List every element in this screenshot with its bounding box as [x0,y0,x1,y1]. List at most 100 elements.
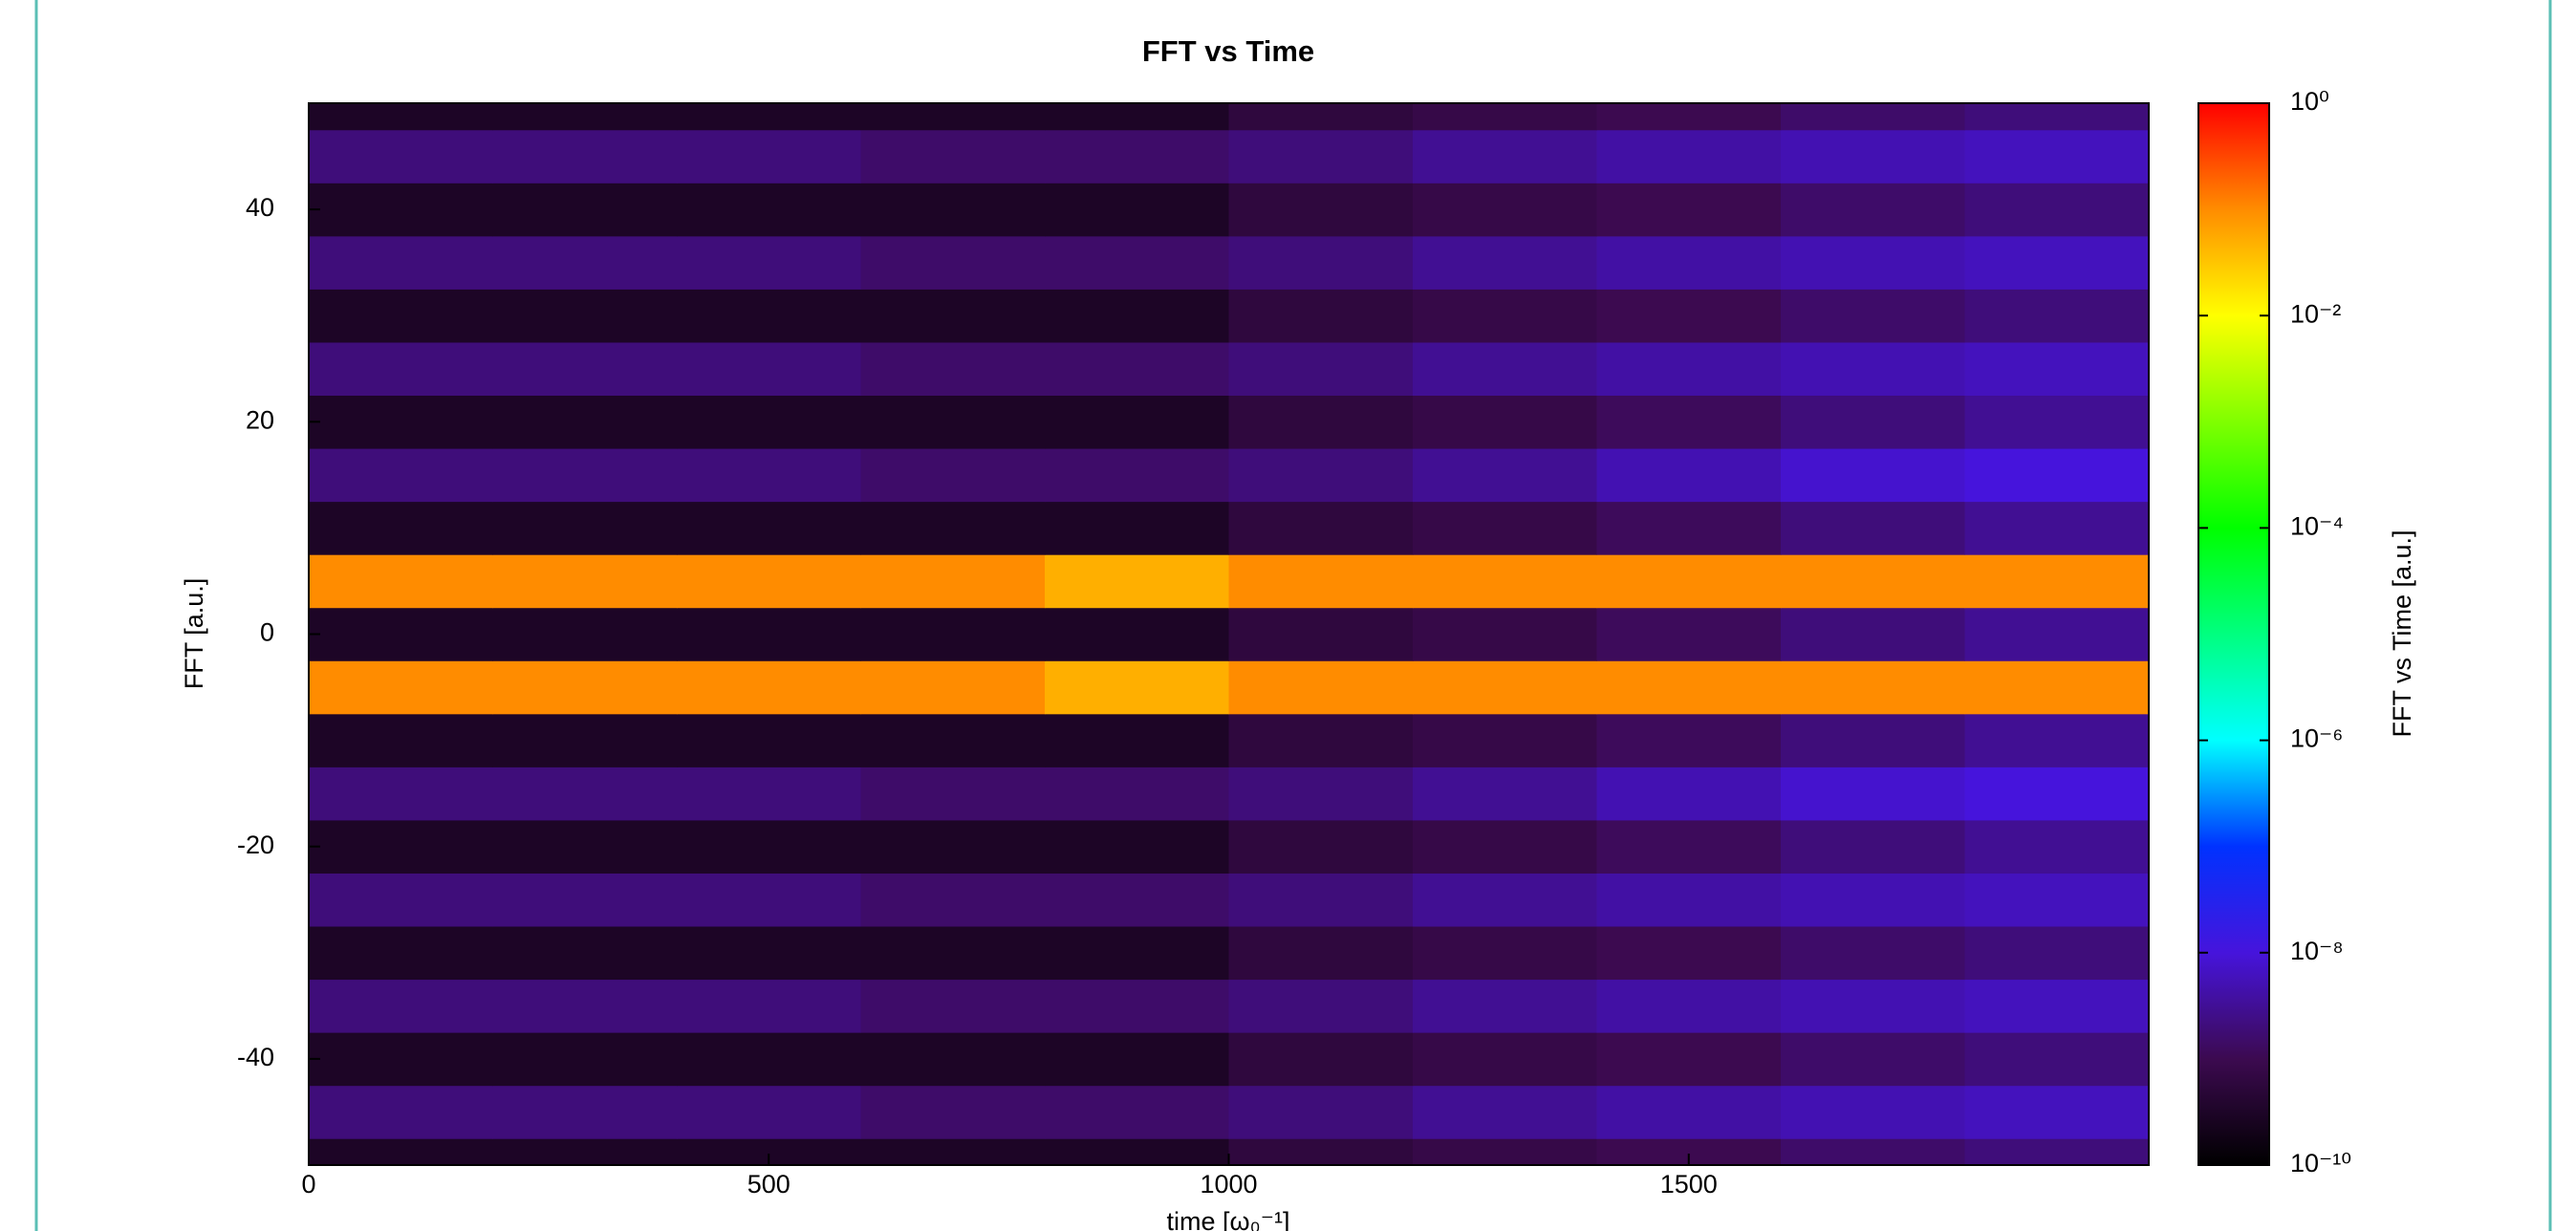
cell [1781,1085,1965,1139]
cell [1964,341,2149,397]
cell [1596,767,1782,821]
cell [1781,235,1965,290]
cell [860,554,1046,609]
cell [309,660,493,715]
cell [1045,873,1229,927]
chart-title: FFT vs Time [1142,34,1314,68]
cell [1596,1032,1782,1087]
cell [1413,1138,1597,1165]
cell [677,289,861,343]
cell [677,767,861,821]
cell [1964,819,2149,874]
cell [1596,103,1782,131]
cell [1045,235,1229,290]
cell [1964,289,2149,343]
cell [1964,235,2149,290]
y-tick-label: 40 [246,193,274,222]
cell [860,873,1046,927]
cell [1781,341,1965,397]
cell [1228,448,1414,503]
y-tick-label: 0 [260,618,274,647]
cell [860,819,1046,874]
cell [1781,289,1965,343]
cell [1596,926,1782,981]
cell [492,819,678,874]
x-axis-label: time [ω₀⁻¹] [1166,1207,1289,1231]
x-tick-label: 1000 [1200,1170,1257,1199]
colorbar-tick-label: 10⁻⁴ [2290,512,2344,541]
cell [492,183,678,237]
cell [860,926,1046,981]
cell [309,979,493,1033]
cell [1596,129,1782,184]
cell [860,341,1046,397]
cell [860,129,1046,184]
cell [1781,448,1965,503]
cell [492,129,678,184]
cell [1413,979,1597,1033]
cell [1964,183,2149,237]
cell [1045,926,1229,981]
cell [309,235,493,290]
cell [1413,1085,1597,1139]
cell [1413,501,1597,555]
cell [860,289,1046,343]
cell [1781,979,1965,1033]
colorbar-tick-label: 10⁻⁶ [2290,724,2343,753]
cell [309,501,493,555]
cell [492,289,678,343]
cell [492,607,678,661]
cell [1045,819,1229,874]
cell [1228,873,1414,927]
cell [1045,448,1229,503]
cell [1964,979,2149,1033]
cell [860,713,1046,767]
cell [1228,926,1414,981]
cell [1964,660,2149,715]
cell [860,448,1046,503]
cell [860,1085,1046,1139]
cell [492,713,678,767]
cell [1781,554,1965,609]
cell [1596,660,1782,715]
cell [492,554,678,609]
cell [1781,1032,1965,1087]
cell [1045,767,1229,821]
cell [1413,1032,1597,1087]
cell [1045,183,1229,237]
cell [1228,660,1414,715]
cell [1596,819,1782,874]
cell [1413,289,1597,343]
cell [1596,979,1782,1033]
cell [1228,395,1414,449]
cell [1781,607,1965,661]
cell [677,607,861,661]
cell [309,873,493,927]
colorbar-tick-label: 10⁻⁸ [2290,937,2344,965]
cell [1413,129,1597,184]
cell [860,1138,1046,1165]
cell [677,554,861,609]
cell [1045,395,1229,449]
colorbar-tick-label: 10⁻² [2290,299,2341,328]
cell [1045,289,1229,343]
cell [309,341,493,397]
y-tick-label: -40 [237,1043,274,1071]
cell [1228,501,1414,555]
cell [1596,1085,1782,1139]
cell [677,448,861,503]
cell [492,103,678,131]
cell [309,819,493,874]
cell [1228,129,1414,184]
cell [1781,183,1965,237]
cell [492,501,678,555]
cell [1045,501,1229,555]
x-tick-label: 500 [747,1170,790,1199]
cell [1413,554,1597,609]
cell [492,1032,678,1087]
cell [1045,129,1229,184]
cell [1596,713,1782,767]
cell [860,501,1046,555]
cell [492,873,678,927]
